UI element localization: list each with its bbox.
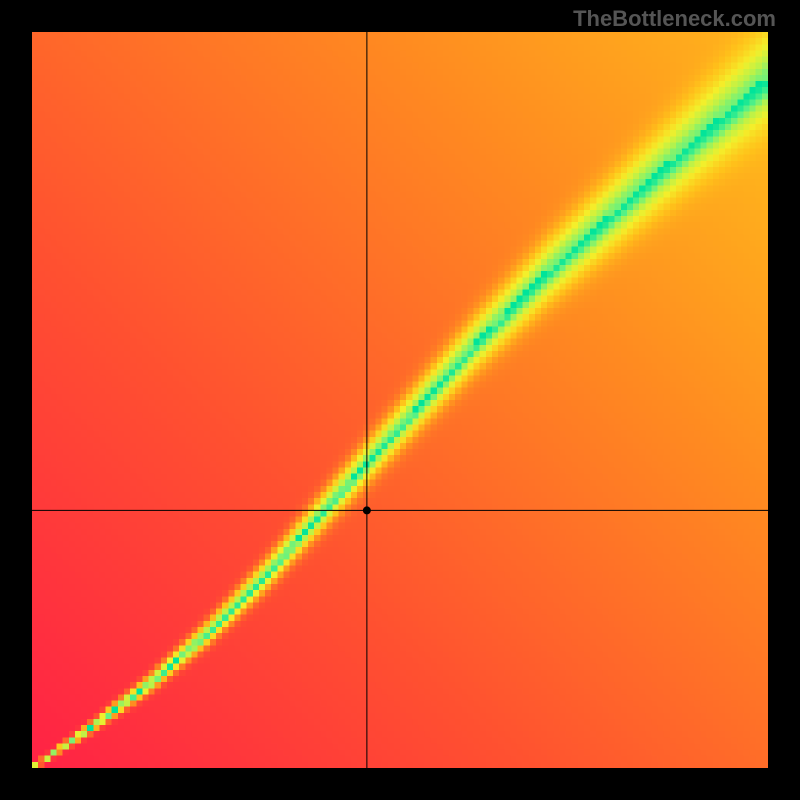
bottleneck-heatmap <box>32 32 768 768</box>
stage: TheBottleneck.com <box>0 0 800 800</box>
attribution-text: TheBottleneck.com <box>573 6 776 32</box>
